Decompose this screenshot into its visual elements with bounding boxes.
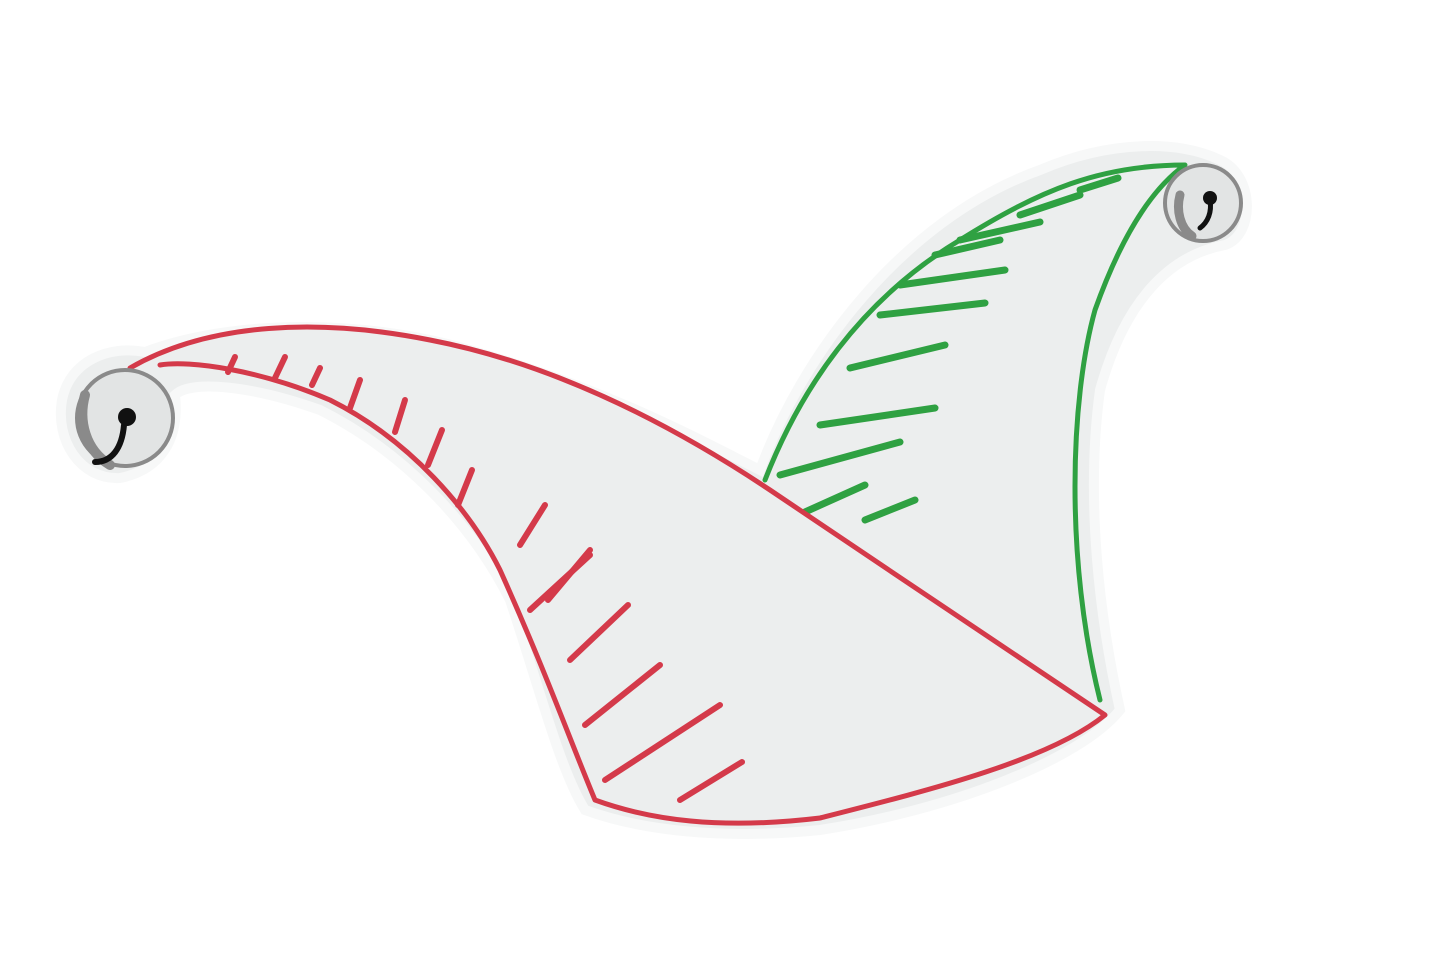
bell-icon xyxy=(75,368,175,470)
red-hat-outline xyxy=(127,324,1108,826)
green-flap-outline xyxy=(762,162,1188,703)
red-hatching xyxy=(225,354,745,803)
green-hatching xyxy=(776,174,1122,524)
bell-icon xyxy=(1163,163,1243,243)
